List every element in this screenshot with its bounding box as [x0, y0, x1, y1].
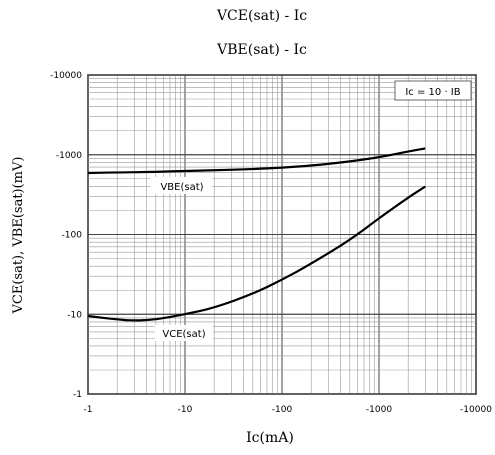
tick-labels: -1 -10 -100 -1000 -10000 -10000 -1000 -100 -10 -1 [50, 71, 492, 415]
y-tick-label: -100 [62, 231, 83, 241]
chart-title-1: VCE(sat) - Ic [216, 8, 307, 24]
vbe-label-bg [150, 177, 212, 194]
y-tick-label: -1000 [56, 151, 82, 161]
y-axis-label: VCE(sat), VBE(sat)(mV) [11, 157, 26, 315]
series-label-vbe: VBE(sat) [160, 182, 203, 193]
series-lines [87, 147, 426, 322]
y-tick-label: -10000 [50, 71, 82, 81]
series-label-vce: VCE(sat) [162, 329, 205, 340]
x-tick-label: -10 [178, 405, 193, 415]
x-tick-label: -10000 [460, 405, 492, 415]
x-axis-label: Ic(mA) [246, 430, 294, 446]
annotation-text: Ic = 10 · IB [405, 87, 460, 98]
x-tick-label: -100 [272, 405, 293, 415]
annotation-box [394, 80, 472, 101]
vce-label-bg [155, 325, 213, 341]
series-line-vcesat [87, 185, 426, 322]
x-tick-label: -1 [84, 405, 93, 415]
series-line-vbesat [87, 147, 426, 175]
y-tick-label: -10 [67, 310, 82, 320]
x-tick-label: -1000 [366, 405, 392, 415]
chart-title-2: VBE(sat) - Ic [216, 42, 307, 58]
y-tick-label: -1 [73, 390, 82, 400]
